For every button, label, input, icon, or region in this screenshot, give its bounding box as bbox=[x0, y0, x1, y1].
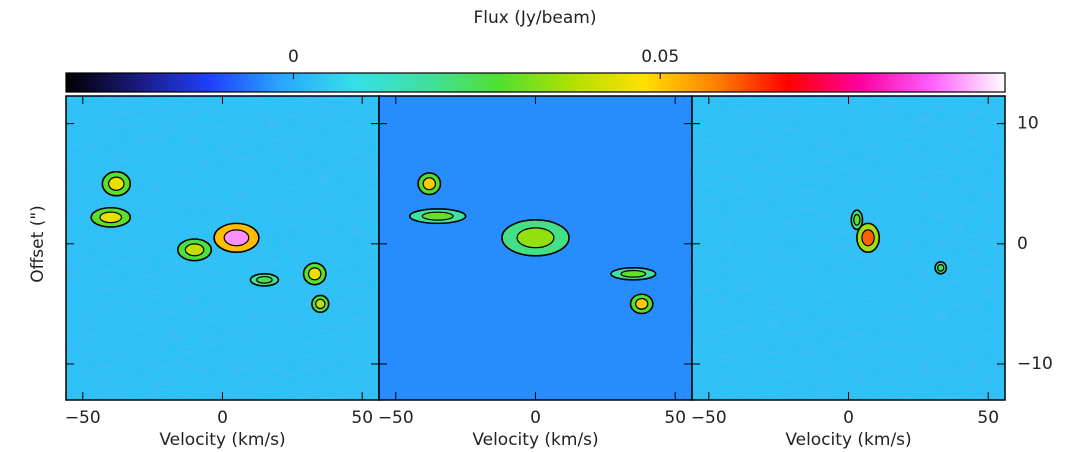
colorbar-tick-label: 0 bbox=[288, 47, 299, 67]
emission-core bbox=[315, 298, 326, 310]
emission-core bbox=[307, 267, 322, 281]
x-tick-label: −50 bbox=[378, 408, 414, 428]
noise-texture bbox=[692, 96, 1005, 400]
emission-core bbox=[184, 243, 205, 257]
emission-core bbox=[516, 227, 555, 249]
emission-core bbox=[256, 275, 273, 284]
panel bbox=[692, 96, 1005, 400]
emission-core bbox=[422, 177, 437, 191]
emission-core bbox=[108, 176, 125, 191]
x-tick-label: 50 bbox=[351, 408, 373, 428]
colorbar-title: Flux (Jy/beam) bbox=[473, 8, 596, 28]
x-tick-label: −50 bbox=[691, 408, 727, 428]
x-tick-label: −50 bbox=[65, 408, 101, 428]
panel bbox=[379, 96, 692, 400]
y-tick-label: −10 bbox=[1017, 354, 1053, 374]
y-tick-label: 10 bbox=[1017, 114, 1039, 134]
y-axis-label: Offset (") bbox=[28, 205, 48, 283]
x-tick-label: 0 bbox=[530, 408, 541, 428]
y-tick-label: 0 bbox=[1017, 234, 1028, 254]
panel bbox=[66, 96, 379, 400]
emission-core bbox=[861, 229, 875, 247]
colorbar-tick-label: 0.05 bbox=[641, 47, 679, 67]
emission-core bbox=[421, 211, 454, 221]
emission-core bbox=[937, 263, 945, 272]
x-axis-label: Velocity (km/s) bbox=[472, 430, 598, 450]
x-tick-label: 0 bbox=[843, 408, 854, 428]
x-axis-label: Velocity (km/s) bbox=[159, 430, 285, 450]
x-tick-label: 50 bbox=[664, 408, 686, 428]
emission-core bbox=[853, 213, 861, 226]
x-tick-label: 50 bbox=[977, 408, 999, 428]
emission-core bbox=[223, 229, 250, 247]
x-axis-label: Velocity (km/s) bbox=[785, 430, 911, 450]
colorbar bbox=[65, 72, 1006, 93]
emission-core bbox=[634, 297, 649, 310]
emission-core bbox=[620, 269, 647, 278]
emission-core bbox=[99, 211, 123, 224]
x-tick-label: 0 bbox=[217, 408, 228, 428]
